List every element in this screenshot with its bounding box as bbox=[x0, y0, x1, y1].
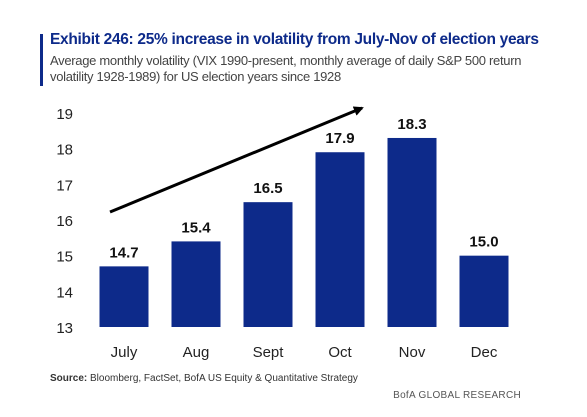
y-tick-label: 14 bbox=[56, 284, 73, 301]
y-tick-label: 15 bbox=[56, 249, 73, 266]
data-label: 18.3 bbox=[397, 116, 426, 133]
data-label: 15.0 bbox=[469, 234, 498, 251]
title-accent-bar bbox=[40, 34, 43, 86]
bar-aug bbox=[171, 241, 221, 327]
y-tick-label: 16 bbox=[56, 213, 73, 230]
source-note: Source: Bloomberg, FactSet, BofA US Equi… bbox=[50, 373, 358, 384]
y-tick-label: 17 bbox=[56, 177, 73, 194]
source-text: Bloomberg, FactSet, BofA US Equity & Qua… bbox=[90, 373, 358, 384]
x-tick-label: Oct bbox=[328, 344, 352, 361]
x-tick-label: July bbox=[111, 344, 138, 361]
x-tick-label: Sept bbox=[253, 344, 285, 361]
source-label: Source: bbox=[50, 373, 88, 384]
bar-july bbox=[99, 266, 149, 327]
chart-title: Exhibit 246: 25% increase in volatility … bbox=[50, 31, 539, 48]
y-tick-label: 13 bbox=[56, 320, 73, 337]
x-tick-label: Aug bbox=[183, 344, 210, 361]
bar-sept bbox=[243, 202, 293, 327]
data-label: 14.7 bbox=[109, 244, 138, 261]
x-tick-label: Nov bbox=[399, 344, 426, 361]
bar-oct bbox=[315, 152, 365, 327]
data-label: 15.4 bbox=[181, 219, 211, 236]
data-label: 16.5 bbox=[253, 180, 282, 197]
y-tick-label: 19 bbox=[56, 106, 73, 123]
brand-footer: BofA GLOBAL RESEARCH bbox=[393, 390, 521, 401]
bar-nov bbox=[387, 137, 437, 327]
x-tick-label: Dec bbox=[471, 344, 498, 361]
bar-dec bbox=[459, 255, 509, 327]
chart-subtitle: Average monthly volatility (VIX 1990-pre… bbox=[50, 53, 522, 84]
trend-arrow bbox=[109, 106, 364, 214]
data-label: 17.9 bbox=[325, 130, 354, 147]
y-tick-label: 18 bbox=[56, 142, 73, 159]
